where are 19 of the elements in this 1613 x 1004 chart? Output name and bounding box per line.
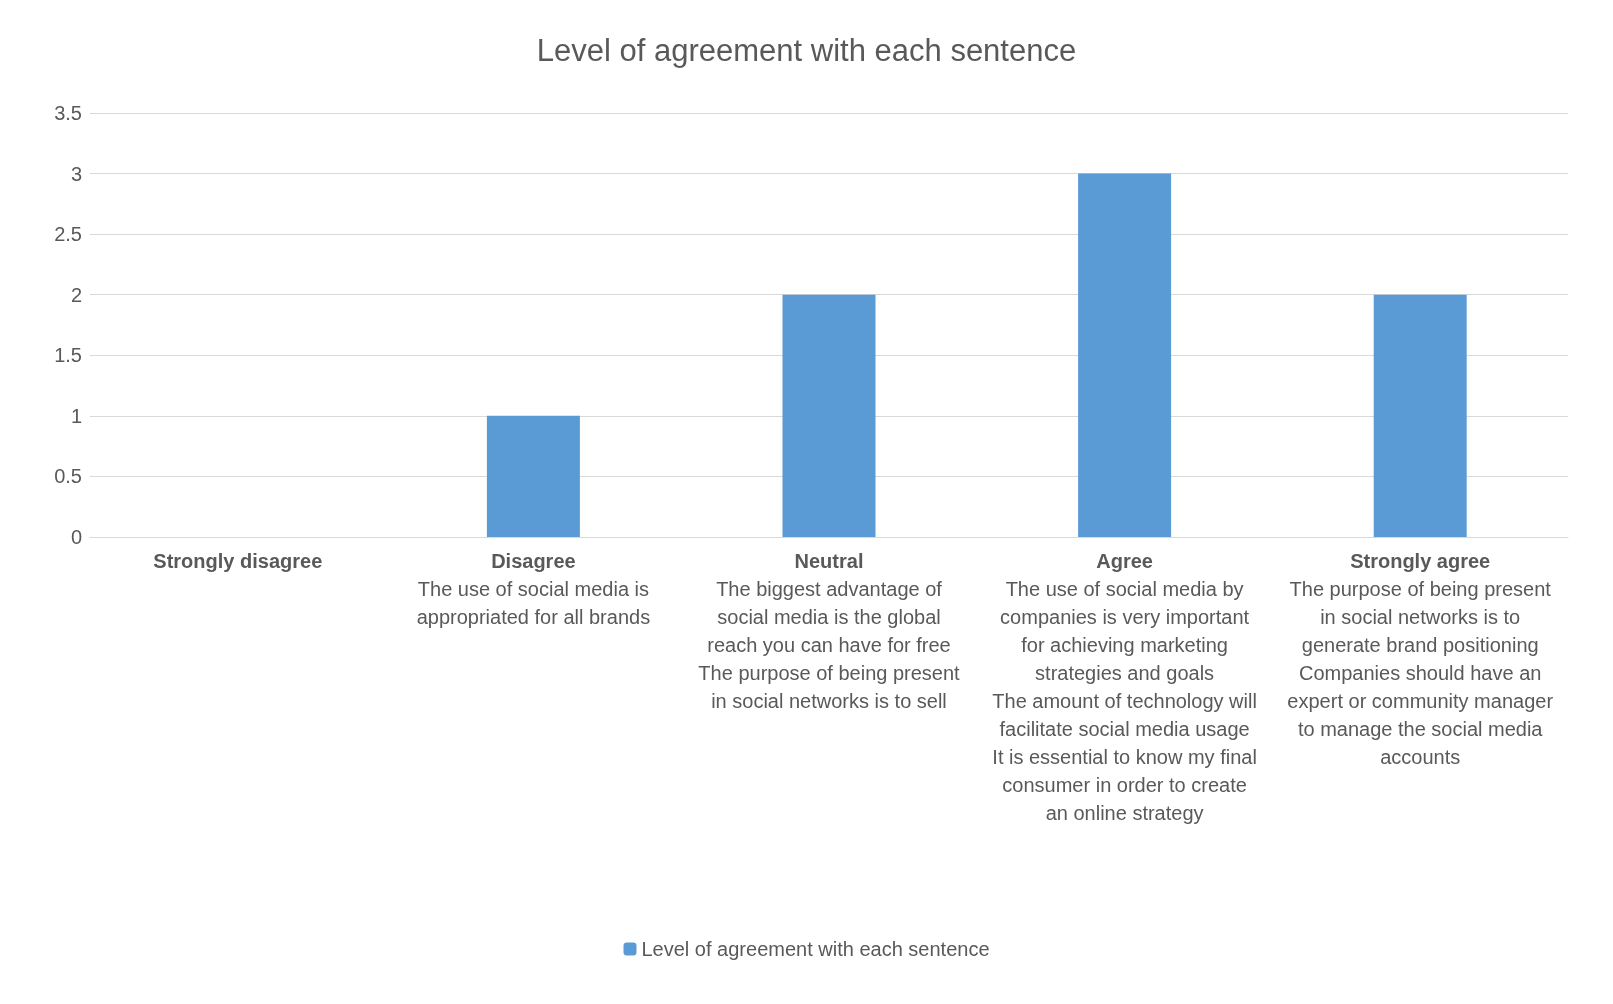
y-tick-label: 2.5 [54,223,82,246]
y-tick-label: 0.5 [54,465,82,488]
y-tick-label: 2 [70,283,82,306]
x-tick-label: Disagree The use of social media is appropriated for all brands [416,550,651,628]
x-tick-label: Strongly disagree [153,550,323,572]
category-label: Agree The use of social media by companies is very important for achieving marketing strategies and goals The amount of technology will facilitate social media usage It is essential to know my final consumer in order to create an online strategy [992,550,1257,824]
bar [1078,173,1172,537]
bar [1373,294,1467,537]
legend-label: Level of agreement with each sentence [641,938,990,960]
y-tick-label: 0 [70,526,82,548]
y-tick-label: 3.5 [54,102,82,124]
chart-title: Level of agreement with each sentence [536,33,1077,68]
y-tick-label: 1.5 [54,344,82,367]
bar [782,294,876,537]
bar [486,415,580,537]
y-tick-label: 1 [70,404,82,427]
x-tick-label: Neutral The biggest advantage of social media is the global reach you can have for free The purpose of being present in social networks is to sell [698,550,961,712]
x-tick-label: Strongly agree The purpose of being present in social networks is to generate brand positioning Companies should have an expert or community manager to manage the social media accounts [1287,550,1554,768]
y-tick-label: 3 [70,162,82,185]
